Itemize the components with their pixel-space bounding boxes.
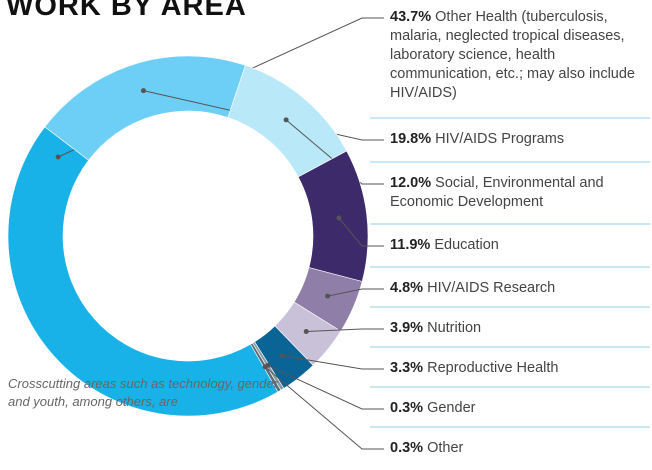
leader-line xyxy=(267,364,384,410)
value-label: 0.3% xyxy=(390,400,424,416)
leader-line xyxy=(338,217,384,247)
leader-dot xyxy=(55,154,61,160)
legend-entry: 43.7% Other Health (tuberculosis, malari… xyxy=(390,8,648,103)
legend-entry: 11.9% Education xyxy=(390,236,648,255)
value-label: 3.9% xyxy=(390,320,424,336)
legend-entry: 0.3% Gender xyxy=(390,399,648,418)
chart-title: WORK BY AREA xyxy=(6,0,247,22)
leader-line xyxy=(264,366,384,450)
value-label: 4.8% xyxy=(390,280,424,296)
leader-line xyxy=(327,288,384,297)
legend-label: Social, Environmental and Economic Devel… xyxy=(390,175,604,210)
value-label: 43.7% xyxy=(390,9,432,25)
slice xyxy=(44,55,246,161)
note: Crosscutting areas such as technology, g… xyxy=(8,376,279,409)
legend-label: Nutrition xyxy=(427,320,482,336)
legend-label: HIV/AIDS Research xyxy=(427,280,556,296)
legend-entry: 3.3% Reproductive Health xyxy=(390,359,648,378)
leader-line xyxy=(285,119,384,185)
legend-label: Reproductive Health xyxy=(427,360,559,376)
value-label: 19.8% xyxy=(390,131,432,147)
leader-dot xyxy=(303,329,309,335)
leader-dot xyxy=(262,364,268,370)
value-label: 0.3% xyxy=(390,440,424,456)
leader-dot xyxy=(279,353,285,359)
value-label: 11.9% xyxy=(390,237,431,253)
leader-line xyxy=(281,355,384,370)
legend-label: HIV/AIDS Programs xyxy=(435,131,565,147)
legend-label: Education xyxy=(434,237,499,253)
slice xyxy=(7,126,279,417)
leader-dot xyxy=(336,215,342,221)
legend-label: Other xyxy=(427,440,464,456)
legend-entry: 19.8% HIV/AIDS Programs xyxy=(390,130,648,149)
leader-dot xyxy=(283,117,289,123)
legend-label: Other Health (tuberculosis, malaria, neg… xyxy=(390,9,635,101)
legend-entry: 4.8% HIV/AIDS Research xyxy=(390,279,648,298)
leader-line xyxy=(143,90,384,141)
legend-entry: 12.0% Social, Environmental and Economic… xyxy=(390,174,648,212)
leader-dot xyxy=(325,293,331,299)
legend-label: Gender xyxy=(427,400,476,416)
value-label: 3.3% xyxy=(390,360,424,376)
legend-entry: 3.9% Nutrition xyxy=(390,319,648,338)
value-label: 12.0% xyxy=(390,175,432,191)
leader-dot xyxy=(140,88,146,94)
legend-entry: 0.3% Other xyxy=(390,439,648,458)
leader-line xyxy=(306,328,384,333)
